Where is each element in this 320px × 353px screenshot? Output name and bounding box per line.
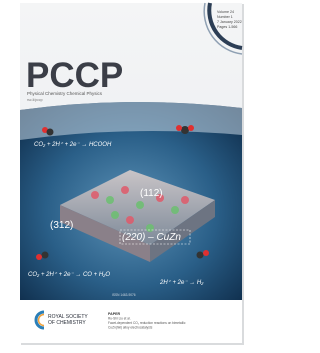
article-title: Facet-dependent CO₂ reduction reactions … [108,321,186,325]
article-type: PAPER [108,312,121,316]
issue-volume: Volume 24 [217,10,234,14]
journal-title: PCCP [26,56,123,95]
issue-number: Number 1 [217,15,233,19]
journal-subtitle: Physical Chemistry Chemical Physics [27,91,103,96]
equation: CO₂ + 2H⁺ + 2e⁻ → HCOOH [34,141,112,148]
article-authors: Ru-Shi Liu et al. [108,317,131,321]
equation: 2H⁺ + 2e⁻ → H₂ [159,279,204,286]
issue-date: 7 January 2022 [217,20,242,24]
issn: ISSN 1463-9076 [112,293,136,297]
issue-pages: Pages 1-566 [217,25,237,29]
facet-label: (112) [140,188,163,199]
facet-label: (312) [50,220,73,231]
equation: CO₂ + 2H⁺ + 2e⁻ → CO + H₂O [28,271,110,278]
publisher-name: OF CHEMISTRY [48,320,86,326]
facet-label: (220) – CuZn [122,232,181,243]
journal-cover: PCCP Physical Chemistry Chemical Physics… [0,0,265,353]
journal-url: rsc.li/pccp [27,98,43,102]
article-title: CuZn(hkl) alloy electrocatalysts [108,326,153,330]
